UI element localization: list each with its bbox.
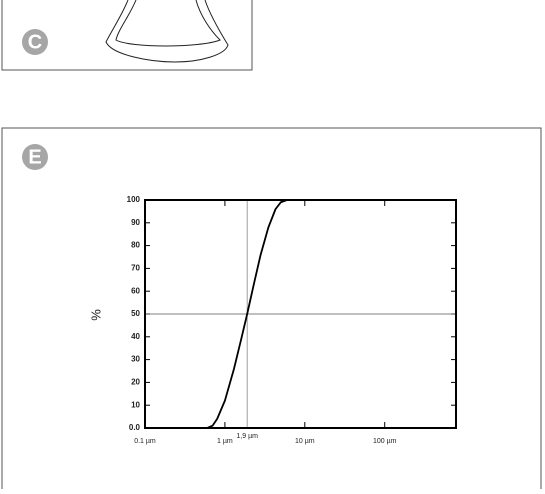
y-axis-label: % [88, 309, 103, 321]
panel-badge [22, 29, 48, 55]
y-tick-label: 80 [131, 241, 140, 250]
x-tick-label: 10 µm [295, 438, 315, 445]
y-tick-label: 100 [127, 195, 141, 204]
outline-shape [105, 0, 229, 63]
outline-shape [115, 0, 221, 47]
y-tick-label: 10 [131, 400, 140, 409]
panel-e-frame [1, 127, 542, 494]
y-tick-label: 40 [131, 332, 140, 341]
y-tick-label: 0.0 [129, 423, 141, 432]
panel-badge [22, 144, 48, 170]
x-tick-label: 100 µm [373, 438, 397, 445]
y-tick-label: 60 [131, 286, 140, 295]
y-tick-label: 20 [131, 378, 140, 387]
x-tick-label: 1 µm [217, 438, 233, 445]
y-tick-label: 30 [131, 355, 140, 364]
data-line [145, 199, 456, 429]
y-tick-label: 90 [131, 218, 140, 227]
y-tick-label: 70 [131, 264, 140, 273]
panel-c-frame [1, 0, 253, 71]
x-tick-label: 0.1 µm [134, 438, 156, 445]
panel-label: C [28, 31, 42, 53]
y-tick-label: 50 [131, 309, 140, 318]
panel-label: E [28, 146, 41, 168]
marker-label: 1,9 µm [236, 433, 258, 440]
